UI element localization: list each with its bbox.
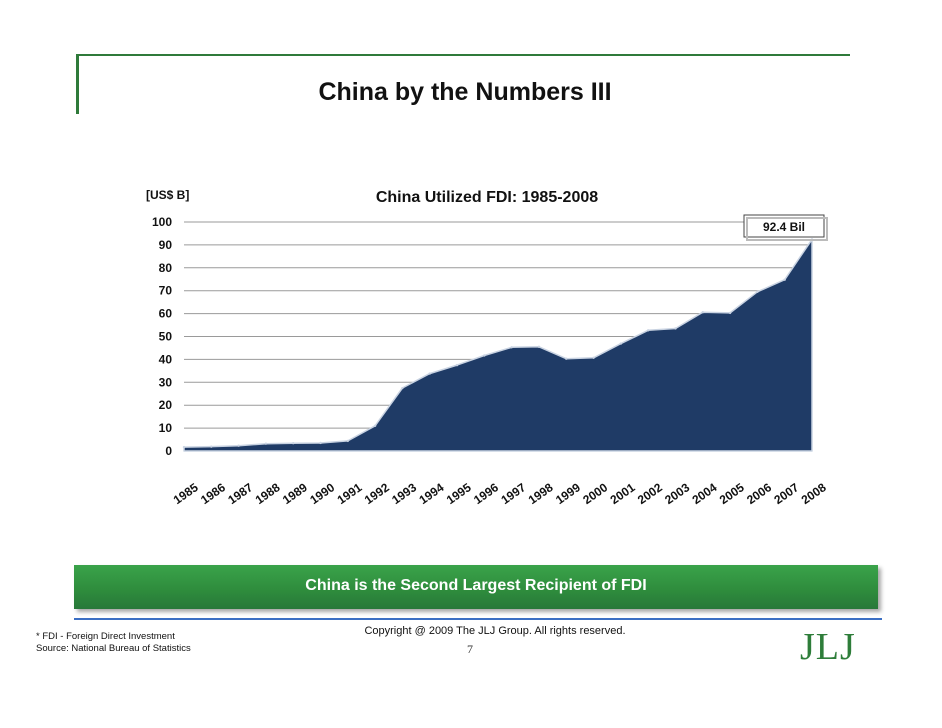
slide-title: China by the Numbers III [318, 78, 612, 106]
y-tick-labels: 0 10 20 30 40 50 60 70 80 90 100 [152, 215, 172, 458]
x-tick-label-2006: 2006 [744, 480, 774, 507]
data-point-2000 [592, 356, 595, 359]
data-point-2004 [701, 311, 704, 314]
y-tick-label: 100 [152, 215, 172, 229]
x-tick-label-1986: 1986 [198, 480, 228, 507]
data-point-1995 [455, 363, 459, 367]
data-point-1994 [428, 372, 431, 375]
data-point-2001 [619, 342, 623, 345]
data-point-1992 [373, 424, 377, 428]
data-point-1986 [210, 445, 213, 448]
x-tick-label-1987: 1987 [225, 480, 255, 507]
data-point-2006 [756, 290, 759, 294]
data-point-1998 [537, 345, 541, 349]
x-tick-label-1988: 1988 [253, 480, 283, 507]
data-point-1993 [401, 386, 404, 390]
frame-left-border [76, 54, 79, 114]
footnote-fdi: * FDI - Foreign Direct Investment [36, 631, 175, 642]
data-point-1988 [264, 442, 268, 445]
footer-divider [74, 618, 882, 620]
annotation-group: 92.4 Bil [743, 214, 828, 241]
x-tick-label-1994: 1994 [416, 480, 446, 507]
x-tick-label-1991: 1991 [335, 480, 365, 507]
x-tick-label-1995: 1995 [444, 480, 474, 507]
x-tick-label-2000: 2000 [580, 480, 610, 507]
x-tick-label-2003: 2003 [662, 480, 692, 507]
key-message-banner: China is the Second Largest Recipient of… [74, 565, 878, 609]
area-layer [182, 238, 814, 452]
y-tick-label: 60 [159, 307, 173, 321]
data-point-2005 [728, 311, 732, 315]
x-tick-label-1990: 1990 [307, 480, 337, 507]
y-tick-label: 90 [159, 238, 173, 252]
annotation-label: 92.4 Bil [763, 220, 805, 234]
data-point-1991 [346, 439, 350, 443]
y-tick-label: 40 [159, 352, 173, 366]
data-point-1985 [182, 445, 186, 449]
x-tick-label-1996: 1996 [471, 480, 501, 507]
y-tick-label: 70 [159, 284, 173, 298]
jlj-logo: JLJ [800, 626, 856, 668]
x-tick-label-2001: 2001 [608, 480, 638, 507]
y-tick-label: 30 [159, 375, 173, 389]
x-tick-labels: 1985198619871988198919901991199219931994… [171, 480, 829, 507]
x-tick-label-1993: 1993 [389, 480, 419, 507]
footnote-source: Source: National Bureau of Statistics [36, 643, 191, 654]
y-tick-label: 0 [165, 444, 172, 458]
x-tick-label-2005: 2005 [717, 480, 747, 507]
y-axis-label: [US$ B] [146, 188, 189, 202]
y-tick-label: 10 [159, 421, 173, 435]
x-tick-label-1999: 1999 [553, 480, 583, 507]
x-tick-label-1985: 1985 [171, 480, 201, 507]
y-tick-label: 50 [159, 330, 173, 344]
data-point-1999 [565, 357, 568, 360]
data-point-1989 [292, 442, 295, 445]
data-point-1990 [319, 441, 322, 445]
annotation-shadow [746, 217, 828, 241]
banner-text: China is the Second Largest Recipient of… [305, 577, 647, 594]
x-tick-label-2007: 2007 [771, 480, 801, 507]
page-number: 7 [467, 642, 473, 656]
x-tick-label-1992: 1992 [362, 480, 392, 507]
frame-top-border [78, 54, 850, 56]
data-point-1987 [237, 444, 240, 447]
chart-title: China Utilized FDI: 1985-2008 [376, 189, 598, 206]
data-point-2007 [783, 278, 786, 281]
x-tick-label-2002: 2002 [635, 480, 665, 507]
copyright-text: Copyright @ 2009 The JLJ Group. All righ… [364, 625, 626, 637]
data-point-2002 [646, 329, 650, 332]
y-tick-label: 20 [159, 398, 173, 412]
x-tick-label-1989: 1989 [280, 480, 310, 507]
data-point-1997 [510, 346, 513, 349]
x-tick-label-1997: 1997 [498, 480, 528, 507]
data-point-2003 [674, 327, 677, 330]
x-tick-label-2008: 2008 [799, 480, 829, 507]
y-tick-label: 80 [159, 261, 173, 275]
x-tick-label-2004: 2004 [690, 480, 720, 507]
fdi-area-series [183, 238, 813, 452]
x-tick-label-1998: 1998 [526, 480, 556, 507]
data-point-1996 [483, 354, 486, 357]
annotation-box [743, 214, 825, 238]
